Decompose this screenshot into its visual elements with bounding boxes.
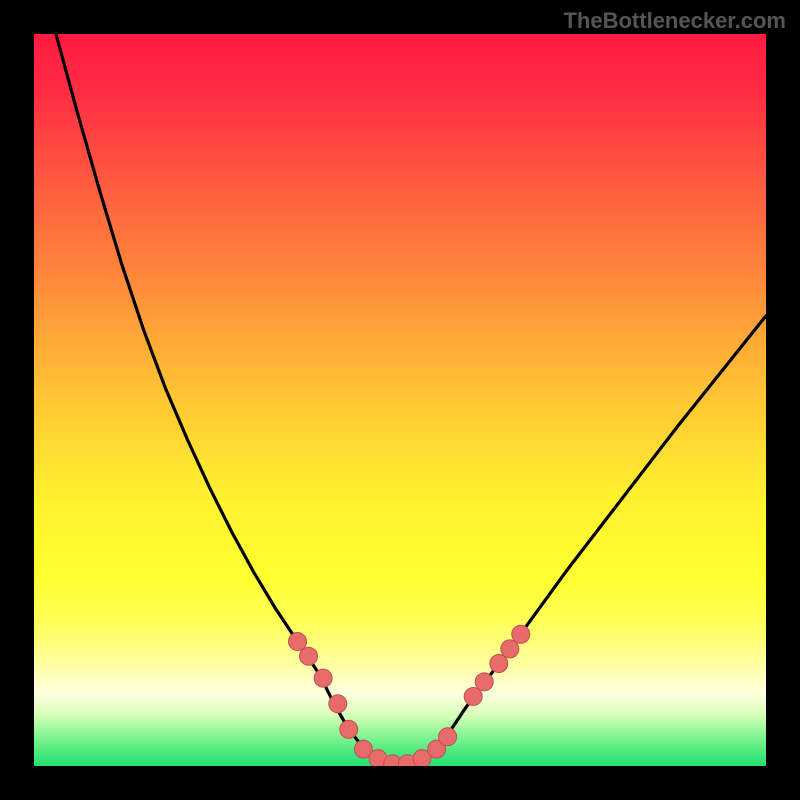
- gradient-background: [34, 34, 766, 766]
- plot-area: [34, 34, 766, 766]
- watermark-text: TheBottlenecker.com: [563, 8, 786, 34]
- chart-root: TheBottlenecker.com: [0, 0, 800, 800]
